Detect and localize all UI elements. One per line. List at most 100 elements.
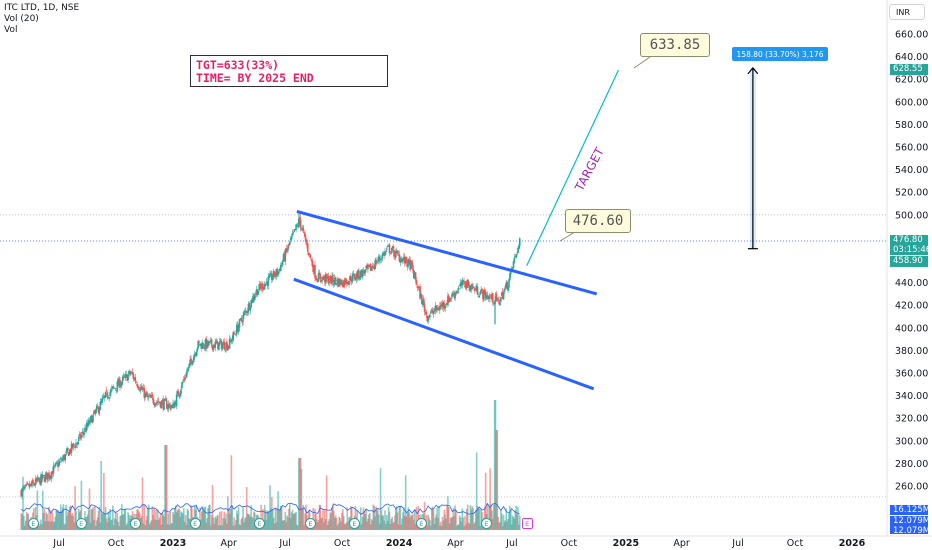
candle [316,278,319,284]
candle [247,301,250,316]
candle-body [79,434,82,439]
volume-label[interactable]: Vol [4,25,18,35]
candle [301,224,304,232]
price-tick-label: 380.00 [895,346,928,357]
volume-bar [415,506,418,530]
candle [67,447,69,452]
candle [325,273,328,282]
candle-body [227,346,229,351]
earnings-badge[interactable]: E [304,518,316,529]
volume-bar [447,496,449,530]
candle [24,484,27,489]
candle-body [448,297,451,302]
volume-bar [477,508,480,530]
volume-bar [68,511,70,530]
candle-body [91,417,93,424]
volume-bar [59,511,61,530]
candle-body [483,289,485,301]
candle-body [514,256,517,257]
candle [358,268,360,281]
earnings-badge[interactable]: E [348,518,360,529]
volume-bar [190,505,192,530]
volume-bar [251,516,253,530]
volume-bar [494,400,497,530]
candle [333,274,336,287]
volume-bar [94,506,96,530]
volume-indicator-label[interactable]: Vol (20) [4,14,39,24]
candle-body [70,443,73,453]
candle-body [204,339,207,349]
candle-body [22,487,24,489]
volume-bar [373,505,376,530]
earnings-badge[interactable]: E [130,518,142,529]
candle [186,367,189,376]
candle-body [179,392,182,396]
candle-body [371,265,374,268]
earnings-badge[interactable]: E [415,518,427,529]
candle-body [265,281,268,283]
candle [130,370,133,374]
candle [418,285,420,291]
candle [465,281,467,290]
candle-body [253,294,255,299]
earnings-badge[interactable]: E [254,518,266,529]
volume-bar [432,509,435,530]
candle-body [405,256,408,264]
candle-body [374,260,376,270]
candle [26,481,29,485]
symbol-title[interactable]: ITC LTD, 1D, NSE [4,3,80,13]
candle-body [436,307,438,310]
volume-bar [147,504,150,530]
candle-body [48,472,50,478]
volume-bar [64,523,67,530]
volume-bar [392,522,394,530]
time-tick-label: 2023 [160,538,186,549]
earnings-badge[interactable]: E [75,518,87,529]
candle-body [207,341,209,346]
candle [150,391,153,399]
candle [164,398,166,402]
candle-body [474,288,476,292]
candle [273,271,276,279]
volume-bar [156,520,158,530]
earnings-badge[interactable]: E [189,518,201,529]
volume-bar [167,513,170,530]
candle [55,461,58,466]
candle-body [467,281,470,286]
volume-bar [370,518,373,530]
candle-body [183,379,185,381]
currency-button[interactable]: INR [889,4,925,20]
price-axis[interactable]: 260.00280.00300.00320.00340.00360.00380.… [886,0,928,536]
earnings-badge[interactable]: E [27,518,39,529]
candle-body [86,422,89,426]
volume-bar [467,522,470,530]
volume-bar [187,510,190,530]
candle [264,283,267,287]
candle-body [339,279,341,285]
candle-body [413,272,416,279]
earnings-badge[interactable]: E [521,518,533,529]
candle [439,301,442,309]
volume-bar [169,511,172,530]
candle-body [311,260,314,266]
volume-bar [105,518,108,530]
volume-bar [87,510,90,530]
volume-bar [505,508,508,530]
volume-bar [395,506,398,530]
volume-bar [456,524,459,530]
candle [94,408,97,417]
candle-body [84,427,86,432]
candle-body [170,406,173,408]
candle-body [166,407,169,409]
earnings-badge[interactable]: E [480,518,492,529]
volume-bar [369,524,372,530]
candle [241,320,243,327]
candle-body [213,344,216,348]
candle [183,374,186,383]
volume-bar [186,508,189,530]
candle [516,251,518,257]
candle-body [453,293,455,298]
candle [229,336,232,343]
time-axis[interactable]: Jul Oct 2023 Apr Jul Oct 2024 Apr Jul Oct 2025 Apr J… [0,535,932,549]
